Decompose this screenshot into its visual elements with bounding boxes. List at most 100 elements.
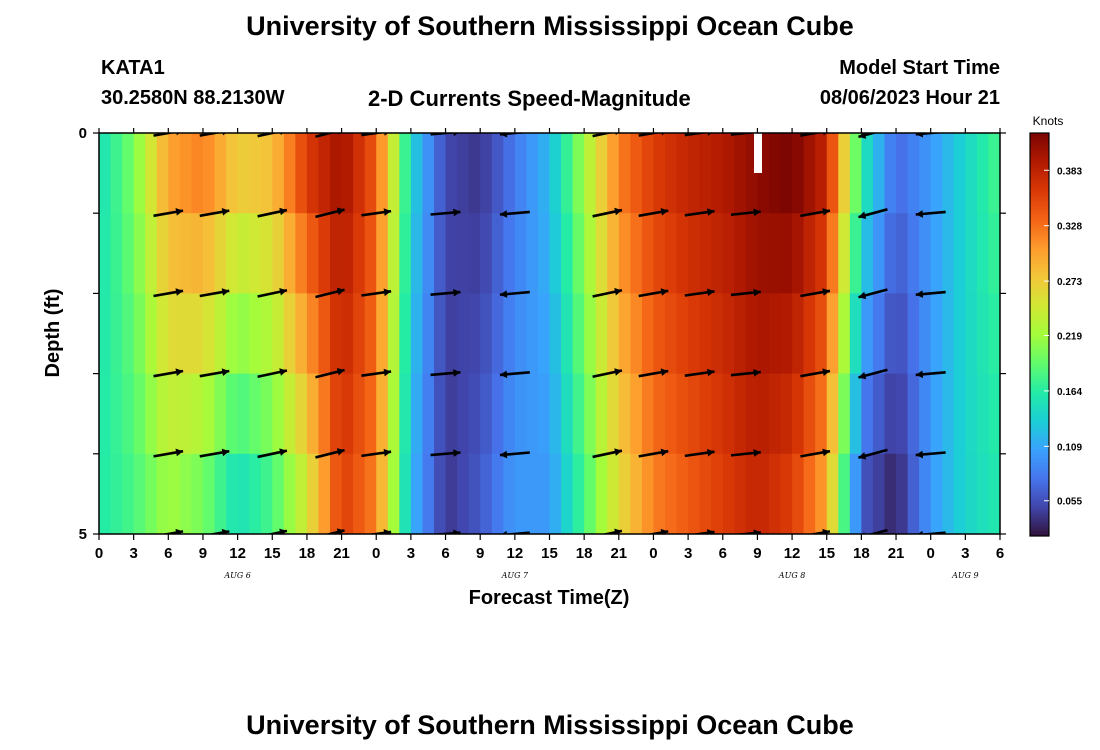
heatmap-cell [283,213,296,294]
heatmap-cell [318,373,331,455]
heatmap-cell [249,213,262,294]
day-label: AUG 9 [951,571,979,580]
current-vector [199,208,230,218]
heatmap-cell [595,453,608,534]
heatmap-cell [561,293,574,375]
heatmap-cell [572,213,585,294]
heatmap-cell [595,133,608,214]
x-tick-label: 9 [476,545,484,562]
heatmap-cell [896,293,909,375]
heatmap-cell [133,293,146,375]
heatmap-cell [561,373,574,455]
heatmap-cell [387,373,400,455]
heatmap-cell [849,293,862,375]
heatmap-cell [595,293,608,375]
current-vectors [153,133,946,534]
heatmap-cell [191,293,204,375]
heatmap-cell [283,373,296,455]
heatmap-cell [537,373,551,455]
heatmap-cell [572,293,585,375]
day-label: AUG 6 [223,571,251,580]
current-vector [499,290,530,298]
current-vector [430,529,461,534]
current-vector [800,368,831,378]
heatmap-cell [699,453,712,534]
current-vector [430,369,461,377]
heatmap-cell [803,293,816,375]
heatmap-cell [133,213,146,294]
heatmap-cell [896,453,909,534]
heatmap-cell [676,213,689,294]
current-vector [638,368,669,378]
heatmap-cell [942,133,955,214]
heatmap-cell [884,453,897,534]
heatmap-cell [734,373,747,455]
x-axis: 0 3 6 9 12 15 18 21 0 3 6 9 12 15 18 21 0 3 6 9 12 15 18 21 0 3 6 A… [95,128,1004,580]
heatmap-cell [480,293,493,375]
heatmap-cell [99,293,112,375]
heatmap-cell [711,373,724,455]
heatmap-cell [826,293,839,375]
heatmap-cell [537,133,551,214]
current-vector [730,368,761,377]
heatmap-cell [399,133,412,214]
heatmap-cell [803,373,816,455]
heatmap-cell [179,293,193,375]
heatmap-cell [861,293,874,375]
heatmap-cell [202,293,216,375]
y-tick-label: 5 [79,526,87,543]
heatmap-cell [826,453,839,534]
heatmap-cell [457,373,470,455]
colorbar-tick-label: 0.273 [1057,277,1082,288]
heatmap-cell [295,373,308,455]
heatmap-cell [156,293,169,375]
heatmap-cell [907,133,920,214]
heatmap-cell [514,293,527,375]
x-tick-label: 12 [229,545,246,562]
current-vector [730,208,761,217]
heatmap-cell [757,213,770,294]
heatmap-cell [272,293,285,375]
heatmap-cell [953,213,966,294]
current-vector [638,448,669,458]
heatmap-cell [364,453,377,534]
heatmap-cell [168,453,181,534]
x-tick-label: 6 [996,545,1004,562]
heatmap-cell [168,293,181,375]
heatmap-cell [676,293,689,375]
x-tick-label: 6 [441,545,449,562]
heatmap-cell [110,293,123,375]
heatmap-cell [976,293,990,375]
heatmap-cell [699,213,712,294]
heatmap-cell [514,213,527,294]
heatmap-cell [665,213,678,294]
heatmap-cell [353,213,366,294]
heatmap-cell [99,453,112,534]
heatmap-cell [584,213,597,294]
x-tick-label: 15 [818,545,835,562]
y-axis: 05 [79,125,1006,543]
heatmap-cell [838,453,851,534]
current-vector [638,288,669,298]
heatmap-cell [353,133,366,214]
heatmap-cell [318,133,331,214]
x-tick-label: 3 [684,545,692,562]
model-start-label: Model Start Time [839,57,1000,79]
colorbar-tick-label: 0.383 [1057,166,1082,177]
x-tick-label: 6 [164,545,172,562]
heatmap-cell [641,213,655,294]
current-vector [315,367,345,379]
heatmap-cell [711,453,724,534]
heatmap-cell [491,133,504,214]
heatmap-cell [907,373,920,455]
colorbar: 0.055 0.109 0.164 0.219 0.273 0.328 0.383 [1029,132,1082,537]
heatmap-cell [295,453,308,534]
heatmap-cell [445,453,458,534]
heatmap-cell [237,453,250,534]
x-tick-label: 21 [333,545,350,562]
heatmap-cell [919,293,932,375]
heatmap-cell [907,213,920,294]
heatmap-cell [884,373,897,455]
heatmap-cell [688,373,701,455]
heatmap-cell [988,213,1000,294]
